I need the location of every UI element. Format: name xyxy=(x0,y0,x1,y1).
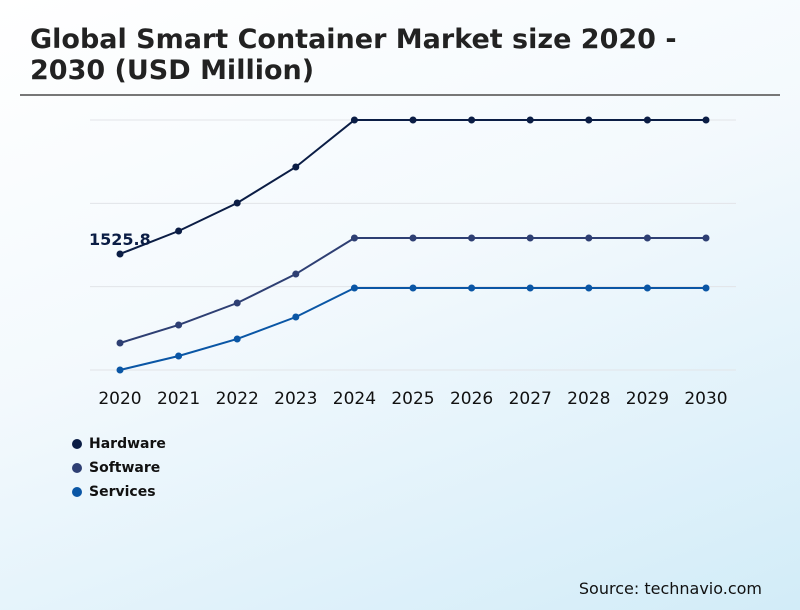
data-point xyxy=(702,116,710,124)
data-point xyxy=(585,234,593,242)
legend-label: Hardware xyxy=(89,436,166,452)
data-point xyxy=(468,234,476,242)
legend-item-hardware: Hardware xyxy=(72,436,166,452)
data-point xyxy=(292,313,300,321)
data-point xyxy=(702,234,710,242)
data-point xyxy=(116,250,124,258)
data-point xyxy=(116,366,124,374)
data-point xyxy=(233,335,241,343)
legend-label: Software xyxy=(89,460,161,476)
data-point xyxy=(175,227,183,235)
x-tick-label: 2029 xyxy=(626,389,669,409)
x-tick-label: 2026 xyxy=(450,389,493,409)
legend-dot-icon xyxy=(72,439,82,449)
data-point xyxy=(175,352,183,360)
data-point xyxy=(585,284,593,292)
x-tick-label: 2020 xyxy=(98,389,141,409)
data-point xyxy=(643,234,651,242)
legend-label: Services xyxy=(89,484,156,500)
title-divider xyxy=(20,94,780,96)
data-point xyxy=(175,321,183,329)
data-point xyxy=(350,116,358,124)
x-tick-label: 2021 xyxy=(157,389,200,409)
data-point xyxy=(350,234,358,242)
x-tick-label: 2028 xyxy=(567,389,610,409)
data-point xyxy=(233,299,241,307)
x-tick-label: 2023 xyxy=(274,389,317,409)
data-point xyxy=(526,116,534,124)
x-tick-label: 2025 xyxy=(391,389,434,409)
series-line-hardware xyxy=(119,119,706,255)
data-point xyxy=(409,234,417,242)
data-point xyxy=(526,284,534,292)
series-line-services xyxy=(119,287,706,371)
legend-dot-icon xyxy=(72,463,82,473)
data-point xyxy=(468,284,476,292)
data-point xyxy=(643,284,651,292)
source-note: Source: technavio.com xyxy=(578,579,762,598)
x-tick-label: 2022 xyxy=(216,389,259,409)
data-point xyxy=(526,234,534,242)
legend-dot-icon xyxy=(72,487,82,497)
x-tick-label: 2030 xyxy=(684,389,727,409)
data-point xyxy=(585,116,593,124)
data-point xyxy=(233,199,241,207)
legend-item-software: Software xyxy=(72,460,160,476)
data-point xyxy=(350,284,358,292)
data-point xyxy=(409,116,417,124)
data-point xyxy=(468,116,476,124)
data-label: 1525.8 xyxy=(89,230,151,249)
legend-item-services: Services xyxy=(72,484,156,500)
data-point xyxy=(116,339,124,347)
data-point xyxy=(409,284,417,292)
chart-title: Global Smart Container Market size 2020 … xyxy=(30,24,677,86)
x-tick-label: 2024 xyxy=(333,389,376,409)
data-point xyxy=(292,163,300,171)
data-point xyxy=(643,116,651,124)
x-tick-label: 2027 xyxy=(509,389,552,409)
data-point xyxy=(702,284,710,292)
data-point xyxy=(292,270,300,278)
